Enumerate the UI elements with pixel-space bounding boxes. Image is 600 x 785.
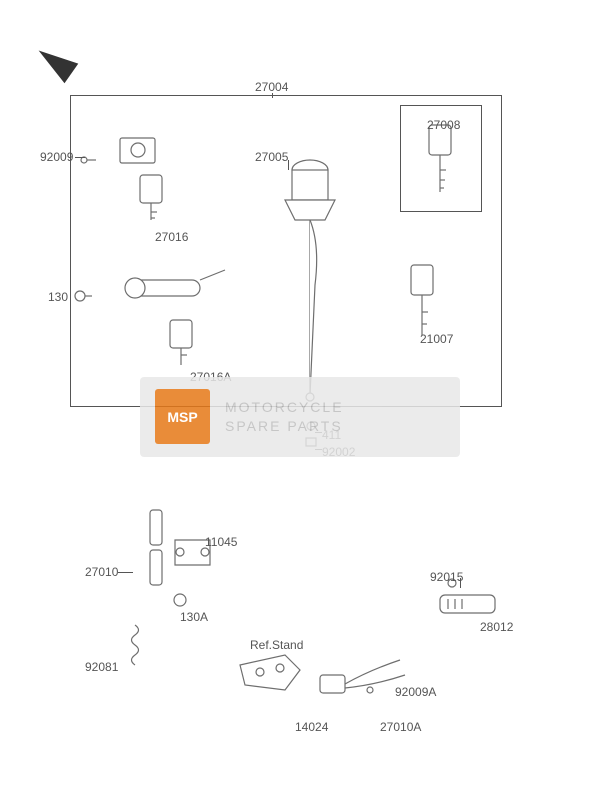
leader-line — [75, 157, 85, 158]
parts-diagram: 27004 92009 27005 27008 27016 130 27016A… — [0, 0, 600, 785]
callout-28012: 28012 — [480, 620, 513, 634]
leader-line — [288, 160, 289, 170]
seat-lock-icon — [95, 265, 255, 375]
leader-line — [272, 93, 273, 98]
callout-21007: 21007 — [420, 332, 453, 346]
watermark-badge: MSP — [155, 389, 210, 444]
callout-27010A: 27010A — [380, 720, 421, 734]
callout-27010: 27010 — [85, 565, 118, 579]
watermark-line1: MOTORCYCLE — [225, 398, 344, 416]
helmet-lock-icon — [100, 130, 190, 225]
callout-130: 130 — [48, 290, 68, 304]
watermark: MSP MOTORCYCLE SPARE PARTS — [140, 377, 460, 457]
callout-refstand: Ref.Stand — [250, 638, 303, 652]
direction-arrow-icon — [32, 41, 79, 84]
ignition-switch-icon — [265, 145, 355, 405]
callout-92009: 92009 — [40, 150, 73, 164]
callout-130A: 130A — [180, 610, 208, 624]
key-blank-icon — [415, 120, 465, 200]
callout-27004: 27004 — [255, 80, 288, 94]
callout-27016: 27016 — [155, 230, 188, 244]
callout-27008: 27008 — [427, 118, 460, 132]
callout-14024: 14024 — [295, 720, 328, 734]
callout-92009A: 92009A — [395, 685, 436, 699]
leader-line — [118, 572, 133, 573]
bolt-icon — [72, 285, 94, 307]
callout-92081: 92081 — [85, 660, 118, 674]
leader-line — [460, 578, 461, 588]
callout-11045: 11045 — [205, 535, 237, 549]
watermark-line2: SPARE PARTS — [225, 417, 344, 435]
callout-92015: 92015 — [430, 570, 463, 584]
callout-27005: 27005 — [255, 150, 288, 164]
watermark-text: MOTORCYCLE SPARE PARTS — [225, 398, 344, 434]
neutral-switch-icon — [120, 505, 220, 675]
stand-switch-icon — [230, 640, 420, 720]
screw-icon — [80, 150, 100, 170]
